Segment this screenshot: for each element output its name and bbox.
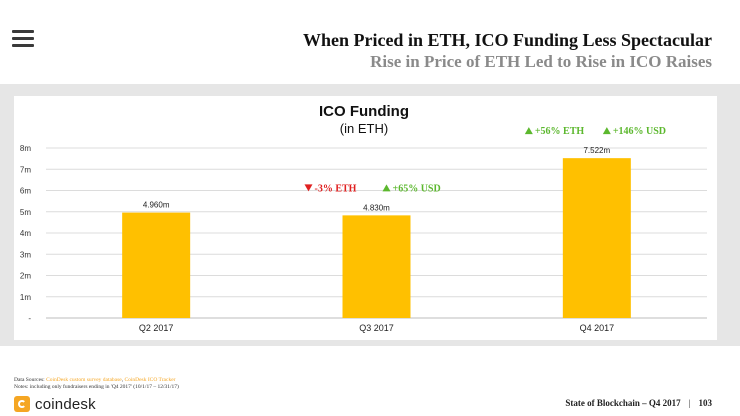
source-link-survey[interactable]: CoinDesk custom survey database xyxy=(46,377,122,383)
page-number: 103 xyxy=(698,398,713,408)
x-tick-label: Q3 2017 xyxy=(359,323,394,333)
usd-change-label: +146% USD xyxy=(613,126,666,137)
eth-change-arrow-icon xyxy=(304,184,313,192)
bar-value-label: 4.960m xyxy=(143,201,170,210)
usd-change-arrow-icon xyxy=(382,184,391,192)
eth-change-arrow-icon xyxy=(524,127,533,135)
chart-panel: ICO Funding (in ETH) - 1m 2m 3m 4m 5m 6m 7m 8m 4.96… xyxy=(14,96,717,340)
y-tick-label: 7m xyxy=(20,165,31,174)
y-tick-label: 3m xyxy=(20,250,31,259)
eth-change-label: +56% ETH xyxy=(535,126,585,137)
report-footer: State of Blockchain – Q4 2017 | 103 xyxy=(565,398,712,408)
usd-change-arrow-icon xyxy=(602,127,611,135)
chart-subtitle: (in ETH) xyxy=(340,121,388,136)
x-tick-label: Q2 2017 xyxy=(139,323,174,333)
page-title: When Priced in ETH, ICO Funding Less Spe… xyxy=(302,30,712,50)
bar-q4-2017 xyxy=(562,158,631,318)
data-sources: Data Sources: CoinDesk custom survey dat… xyxy=(14,377,176,383)
coindesk-logo: coindesk xyxy=(14,395,96,413)
ico-funding-chart: ICO Funding(in ETH) - 1m 2m 3m 4m 5m 6m 7m 8m 4.96… xyxy=(20,103,707,333)
eth-change-label: -3% ETH xyxy=(315,183,357,194)
sources-label: Data Sources: xyxy=(14,377,45,383)
bar-q2-2017 xyxy=(122,212,191,318)
report-title: State of Blockchain – Q4 2017 xyxy=(565,398,681,408)
y-tick-label: 5m xyxy=(20,208,31,217)
usd-change-label: +65% USD xyxy=(393,183,441,194)
footer-notes: Notes: including only fundraisers ending… xyxy=(14,384,179,390)
y-tick-label: 8m xyxy=(20,144,31,153)
y-tick-label: 6m xyxy=(20,187,31,196)
source-link-tracker[interactable]: CoinDesk ICO Tracker xyxy=(124,377,176,383)
bar-value-label: 7.522m xyxy=(583,146,610,155)
hamburger-menu-icon[interactable] xyxy=(12,30,34,48)
y-tick-label: - xyxy=(28,314,31,323)
y-tick-label: 1m xyxy=(20,293,31,302)
coindesk-logo-icon xyxy=(14,396,30,412)
page-subtitle: Rise in Price of ETH Led to Rise in ICO … xyxy=(370,52,712,71)
footer-separator: | xyxy=(688,398,691,408)
chart-title: ICO Funding xyxy=(319,103,409,120)
y-tick-label: 4m xyxy=(20,229,31,238)
y-tick-label: 2m xyxy=(20,272,31,281)
x-tick-label: Q4 2017 xyxy=(580,323,615,333)
bar-value-label: 4.830m xyxy=(363,203,390,212)
header-bar: When Priced in ETH, ICO Funding Less Spe… xyxy=(0,0,740,84)
logo-text: coindesk xyxy=(35,395,96,413)
bar-q3-2017 xyxy=(342,215,411,318)
